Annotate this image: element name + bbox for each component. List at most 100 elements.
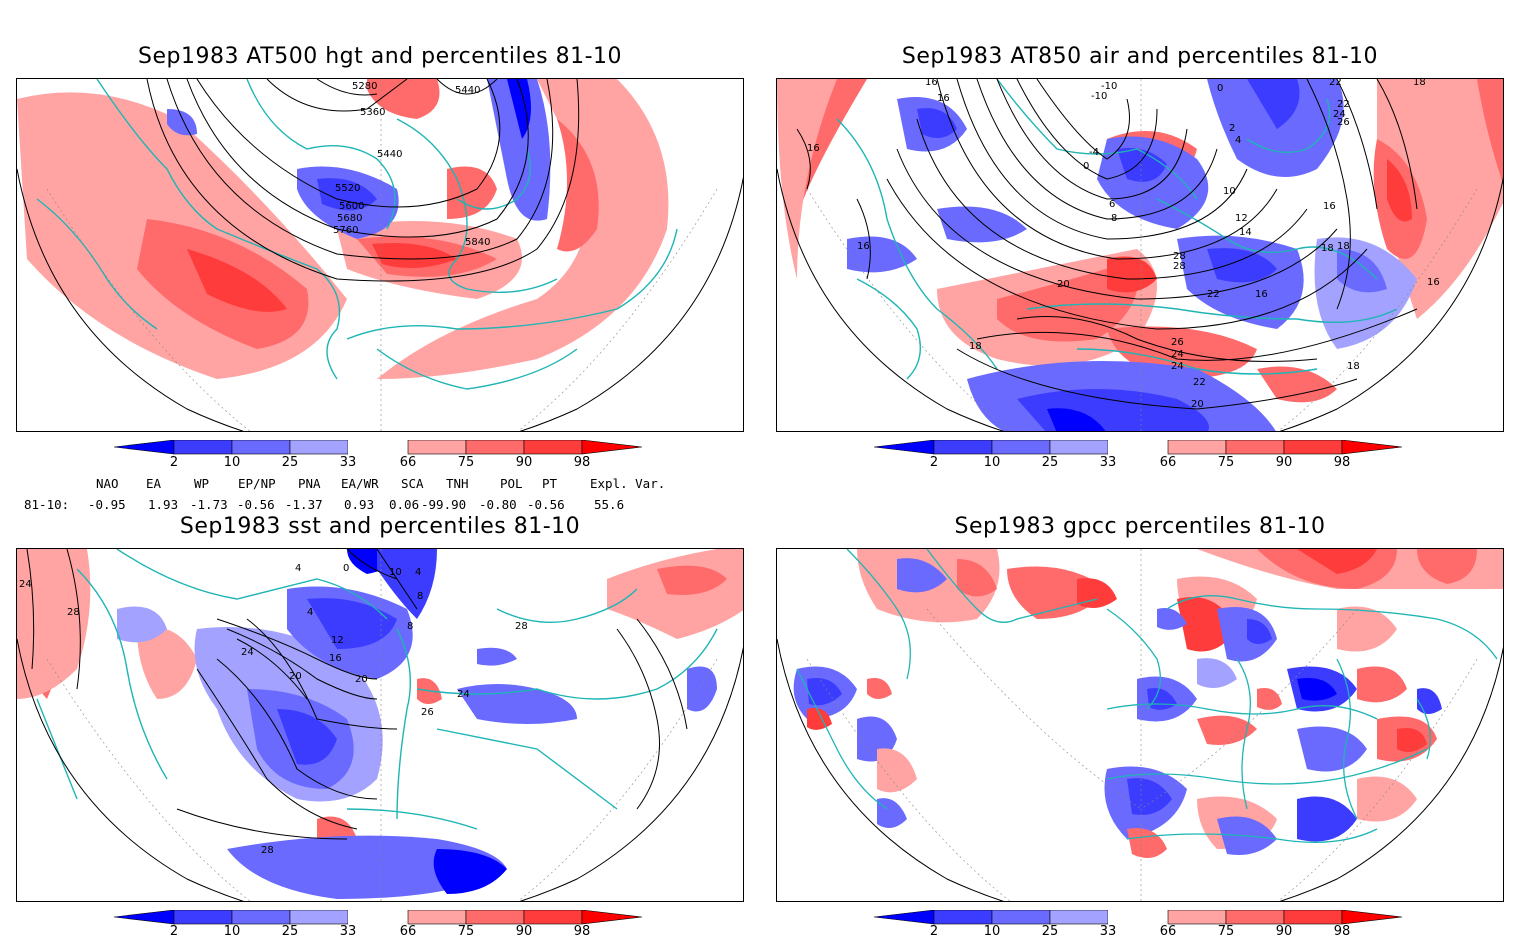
svg-text:18: 18 <box>1321 243 1334 254</box>
svg-text:2: 2 <box>1229 123 1235 134</box>
svg-text:16: 16 <box>857 241 870 252</box>
svg-text:5760: 5760 <box>333 225 358 236</box>
colorbar-swatch <box>933 440 993 455</box>
map-sst: 24 28 4 0 10 4 8 8 4 12 16 20 24 20 24 2… <box>17 549 743 901</box>
svg-text:-10: -10 <box>1091 91 1107 102</box>
colorbar-swatch <box>289 440 349 455</box>
svg-text:4: 4 <box>415 567 421 578</box>
panel-title-air: Sep1983 AT850 air and percentiles 81-10 <box>901 44 1379 69</box>
colorbar-swatch <box>231 440 291 455</box>
svg-text:0: 0 <box>1217 83 1223 94</box>
svg-text:24: 24 <box>19 579 32 590</box>
colorbar-swatch <box>289 910 349 925</box>
colorbar-swatch <box>1283 910 1343 925</box>
colorbar-swatch <box>231 910 291 925</box>
svg-text:5520: 5520 <box>335 183 360 194</box>
index-value: -1.37 <box>285 497 323 512</box>
svg-text:16: 16 <box>1427 277 1440 288</box>
svg-text:22: 22 <box>1193 377 1206 388</box>
colorbar-swatch <box>1049 910 1109 925</box>
svg-text:24: 24 <box>1171 349 1184 360</box>
index-header: PNA <box>298 476 321 491</box>
index-value: -0.95 <box>88 497 126 512</box>
panel-title-sst: Sep1983 sst and percentiles 81-10 <box>179 514 581 539</box>
svg-text:8: 8 <box>1111 213 1117 224</box>
colorbar-hgt <box>114 440 643 455</box>
svg-text:0: 0 <box>343 563 349 574</box>
svg-text:5280: 5280 <box>352 81 377 92</box>
index-header: Expl. Var. <box>590 476 666 491</box>
svg-text:20: 20 <box>1057 279 1070 290</box>
svg-text:6: 6 <box>1109 199 1115 210</box>
colorbar-swatch <box>581 440 643 455</box>
svg-text:16: 16 <box>937 93 950 104</box>
svg-text:16: 16 <box>1323 201 1336 212</box>
contour-labels-air: 16 16 -10 -10 0 22 22 16 2 4 24 26 18 -4… <box>807 79 1440 410</box>
svg-text:18: 18 <box>1337 241 1350 252</box>
colorbar-swatch <box>465 440 525 455</box>
colorbar-swatch <box>1108 440 1168 454</box>
svg-text:0: 0 <box>1083 161 1089 172</box>
panel-title-hgt: Sep1983 AT500 hgt and percentiles 81-10 <box>137 44 623 69</box>
svg-text:24: 24 <box>1333 109 1346 120</box>
svg-text:4: 4 <box>295 563 301 574</box>
contour-labels-sst: 24 28 4 0 10 4 8 8 4 12 16 20 24 20 24 2… <box>19 563 528 856</box>
svg-text:5680: 5680 <box>337 213 362 224</box>
svg-text:-4: -4 <box>1089 147 1099 158</box>
colorbar-swatch <box>348 440 408 454</box>
index-row-label: 81-10: <box>24 497 70 512</box>
svg-text:28: 28 <box>1173 261 1186 272</box>
svg-text:18: 18 <box>1347 361 1360 372</box>
svg-text:16: 16 <box>1255 289 1268 300</box>
index-value: 55.6 <box>594 497 625 512</box>
colorbar-swatch <box>173 440 233 455</box>
index-header: WP <box>194 476 210 491</box>
colorbar-air <box>874 440 1403 455</box>
svg-text:16: 16 <box>925 79 938 88</box>
colorbar-swatch <box>1225 440 1285 455</box>
colorbar-swatch <box>1167 440 1227 455</box>
svg-text:16: 16 <box>329 653 342 664</box>
colorbar-swatch <box>407 440 467 455</box>
map-panel-air: 16 16 -10 -10 0 22 22 16 2 4 24 26 18 -4… <box>776 78 1504 432</box>
index-value: -0.56 <box>237 497 275 512</box>
index-value: -0.80 <box>479 497 517 512</box>
svg-text:22: 22 <box>1329 79 1342 88</box>
index-header: PT <box>542 476 558 491</box>
svg-text:-10: -10 <box>1101 81 1117 92</box>
colorbar-swatch <box>173 910 233 925</box>
colorbar-swatch <box>581 910 643 925</box>
svg-text:24: 24 <box>241 647 254 658</box>
map-panel-sst: 24 28 4 0 10 4 8 8 4 12 16 20 24 20 24 2… <box>16 548 744 902</box>
svg-text:12: 12 <box>1235 213 1248 224</box>
svg-text:5440: 5440 <box>455 85 480 96</box>
svg-text:5600: 5600 <box>339 201 364 212</box>
colorbar-swatch <box>465 910 525 925</box>
map-panel-gpcc <box>776 548 1504 902</box>
colorbar-gpcc <box>874 910 1403 925</box>
svg-text:26: 26 <box>1171 337 1184 348</box>
map-panel-hgt: 5280 5440 5360 5440 5520 5600 5680 5760 … <box>16 78 744 432</box>
svg-text:28: 28 <box>67 607 80 618</box>
svg-text:18: 18 <box>969 341 982 352</box>
svg-text:20: 20 <box>1191 399 1204 410</box>
colorbar-swatch <box>991 910 1051 925</box>
svg-text:20: 20 <box>355 674 368 685</box>
colorbar-swatch <box>991 440 1051 455</box>
svg-text:18: 18 <box>1413 79 1426 88</box>
index-header: NAO <box>96 476 119 491</box>
colorbar-swatch <box>933 910 993 925</box>
svg-text:10: 10 <box>389 567 402 578</box>
svg-text:4: 4 <box>307 607 313 618</box>
svg-text:26: 26 <box>1337 117 1350 128</box>
colorbar-swatch <box>874 440 935 455</box>
colorbar-swatch <box>523 910 583 925</box>
colorbar-swatch <box>1167 910 1227 925</box>
colorbar-swatch <box>1108 910 1168 924</box>
colorbar-swatch <box>523 440 583 455</box>
svg-text:22: 22 <box>1337 99 1350 110</box>
index-value: -1.73 <box>190 497 228 512</box>
contour-labels-hgt: 5280 5440 5360 5440 5520 5600 5680 5760 … <box>333 81 490 248</box>
map-air: 16 16 -10 -10 0 22 22 16 2 4 24 26 18 -4… <box>777 79 1503 431</box>
index-header: POL <box>500 476 523 491</box>
